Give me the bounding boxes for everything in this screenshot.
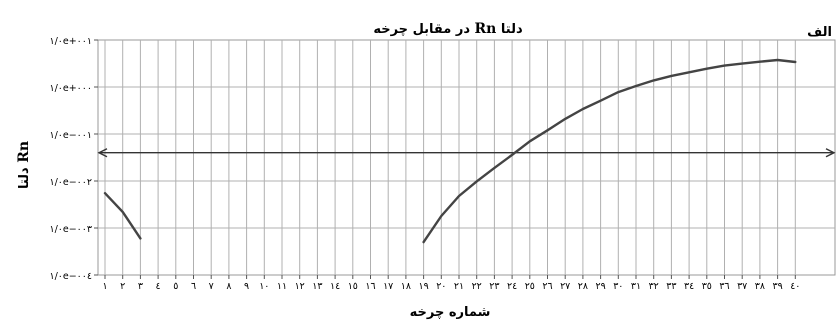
chart-title-prefix: دلتا (496, 22, 523, 37)
horizontal-gridlines (98, 86, 835, 229)
plot-area (97, 39, 836, 276)
x-tick-label: ٣٦ (719, 281, 729, 292)
x-tick-label: ٢٠ (436, 281, 446, 292)
series-line-segment (422, 58, 797, 244)
chart-title-bold: Rn (475, 21, 497, 37)
x-tick-label: ٣٤ (684, 281, 694, 292)
x-tick-label: ١٠ (259, 281, 269, 292)
y-tick-label: ۱/۰e−۰۰۱ (49, 130, 92, 141)
series-line-segment (103, 191, 142, 240)
x-tick-label: ٦ (191, 281, 196, 292)
x-tick-label: ٣٧ (737, 281, 747, 292)
x-tick-label: ۱ (102, 281, 107, 292)
x-tick-label: ٤ (156, 281, 161, 292)
x-tick-label: ٢٧ (560, 281, 570, 292)
x-axis-ticks: ۱ ۲ ۳ ٤ ٥ ٦ ٧ ٨ ٩ ١٠ ١١ ١٢ ١٣ ١٤ ١٥ ١٦ ١٧ ١٨ ١٩ ٢٠ ٢١ ٢٢ ٢٣ ٢٤ ٢… (102, 275, 800, 292)
x-tick-label: ٣٥ (702, 281, 712, 292)
threshold-arrow-right (825, 148, 836, 158)
x-tick-label: ٢٥ (525, 281, 535, 292)
x-tick-label: ٢٨ (578, 281, 588, 292)
vertical-gridlines (104, 40, 796, 275)
x-tick-label: ۳ (138, 281, 143, 292)
chart-title: دلتا Rn در مقابل چرخه (373, 21, 523, 37)
panel-label: الف (807, 25, 832, 40)
x-tick-label: ٢٢ (472, 281, 482, 292)
y-axis-label: Rn دلتا (16, 141, 32, 189)
x-axis-label: شماره چرخه (410, 305, 491, 320)
x-tick-label: ٣١ (631, 281, 641, 292)
y-axis-ticks: ۱/۰e+۰۰۱ ۱/۰e+۰۰۰ ۱/۰e−۰۰۱ ۱/۰e−۰۰۲ ۱/۰e−۰۰۳… (49, 36, 98, 282)
y-tick-label: ۱/۰e+۰۰۱ (49, 36, 92, 47)
x-tick-label: ٤٠ (790, 281, 800, 292)
y-tick-label: ۱/۰e+۰۰۰ (49, 83, 92, 94)
x-tick-label: ٢٤ (507, 281, 517, 292)
x-tick-label: ٧ (209, 281, 214, 292)
y-tick-label: ۱/۰e−۰۰۲ (49, 177, 92, 188)
x-tick-label: ١٥ (348, 281, 358, 292)
x-tick-label: ٢١ (454, 281, 464, 292)
x-tick-label: ٢٣ (489, 281, 499, 292)
x-tick-label: ١١ (277, 281, 287, 292)
x-tick-label: ١٩ (418, 281, 428, 292)
y-axis-label-bold: Rn (16, 141, 32, 163)
x-tick-label: ١٢ (295, 281, 305, 292)
threshold-arrow-left (97, 148, 108, 158)
x-tick-label: ۲ (120, 281, 125, 292)
x-tick-label: ١٧ (383, 281, 393, 292)
x-tick-label: ٣٢ (649, 281, 659, 292)
threshold (97, 148, 836, 158)
x-tick-label: ٨ (226, 281, 231, 292)
x-tick-label: ١٨ (401, 281, 411, 292)
x-tick-label: ٣٨ (755, 281, 765, 292)
y-tick-label: ۱/۰e−۰۰٤ (49, 271, 92, 282)
series-lines (103, 58, 797, 244)
y-axis-label-suffix: دلتا (17, 163, 32, 189)
x-tick-label: ٣٠ (613, 281, 623, 292)
x-tick-label: ١٦ (365, 281, 375, 292)
x-tick-label: ٣٣ (666, 281, 676, 292)
x-tick-label: ١٤ (330, 281, 340, 292)
x-tick-label: ٢٦ (542, 281, 552, 292)
x-tick-label: ١٣ (312, 281, 322, 292)
x-tick-label: ٣٩ (772, 281, 782, 292)
x-tick-label: ٩ (244, 281, 249, 292)
y-tick-label: ۱/۰e−۰۰۳ (49, 224, 92, 235)
x-tick-label: ٥ (173, 281, 178, 292)
chart-title-suffix: در مقابل چرخه (373, 22, 474, 37)
x-tick-label: ٢٩ (595, 281, 605, 292)
